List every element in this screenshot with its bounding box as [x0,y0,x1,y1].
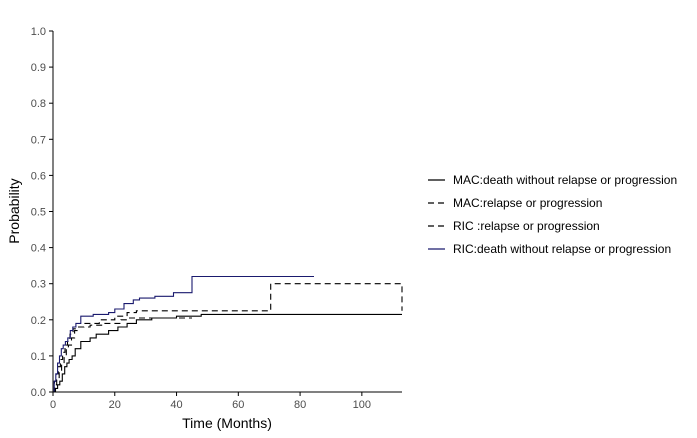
legend-label-1: MAC:death without relapse or progression [453,173,677,187]
y-tick-label: 0.2 [31,315,46,327]
x-ticks: 0 20 40 60 80 100 [50,392,371,411]
series-line-2 [53,317,192,393]
y-tick-label: 0.1 [31,351,46,363]
legend-label-4: RIC:death without relapse or progression [453,242,671,256]
y-tick-label: 0.5 [31,207,46,219]
plot-area: 0.0 0.1 0.2 0.3 0.4 0.5 0.6 0.7 0.8 0.9 1.0 0 20 40 6… [31,26,403,411]
legend: MAC:death without relapse or progression… [428,173,677,256]
legend-label-2: MAC:relapse or progression [453,196,602,210]
x-tick-label: 80 [294,399,306,411]
y-tick-label: 0.6 [31,170,46,182]
x-tick-label: 40 [170,399,182,411]
y-tick-label: 0.3 [31,279,46,291]
x-tick-label: 100 [353,399,371,411]
y-tick-label: 0.8 [31,98,46,110]
series-line-1 [53,313,402,393]
x-axis-title: Time (Months) [182,415,272,431]
x-tick-label: 60 [232,399,244,411]
y-tick-label: 0.7 [31,134,46,146]
y-tick-label: 1.0 [31,26,46,38]
x-tick-label: 0 [50,399,56,411]
y-ticks: 0.0 0.1 0.2 0.3 0.4 0.5 0.6 0.7 0.8 0.9 1.0 [31,26,53,399]
y-tick-label: 0.9 [31,62,46,74]
series-line-4 [53,275,314,393]
y-tick-label: 0.0 [31,387,46,399]
y-axis-title: Probability [6,178,22,243]
x-tick-label: 20 [109,399,121,411]
legend-label-3: RIC :relapse or progression [453,219,600,233]
series-layer [53,275,403,393]
series-line-3 [53,283,403,393]
y-tick-label: 0.4 [31,243,46,255]
